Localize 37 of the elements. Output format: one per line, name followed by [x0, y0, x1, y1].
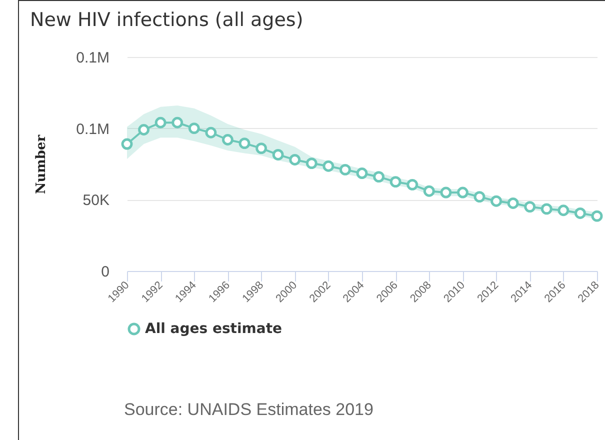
point — [339, 164, 351, 176]
legend-label: All ages estimate — [145, 321, 282, 337]
point — [154, 116, 166, 128]
point — [121, 138, 133, 150]
point — [440, 186, 452, 198]
chart-title: New HIV infections (all ages) — [30, 9, 304, 31]
point — [507, 198, 519, 209]
point — [238, 138, 250, 150]
point — [138, 124, 150, 136]
y-axis-title: Number — [34, 134, 50, 194]
point — [474, 191, 486, 203]
point — [456, 186, 468, 198]
point — [524, 201, 536, 213]
point — [322, 160, 334, 172]
point — [490, 195, 502, 207]
point — [272, 149, 284, 160]
point — [558, 204, 570, 216]
y-tick-label: 0 — [101, 264, 110, 280]
point — [205, 126, 217, 138]
source-note: Source: UNAIDS Estimates 2019 — [124, 400, 374, 420]
point — [172, 116, 184, 128]
point — [188, 122, 200, 134]
point — [356, 168, 368, 179]
point — [306, 158, 318, 169]
y-tick-label: 0.1M — [76, 50, 110, 66]
point — [574, 208, 586, 219]
point — [373, 171, 385, 183]
y-tick-label: 0.1M — [76, 120, 110, 138]
point — [256, 142, 268, 154]
point — [540, 203, 552, 215]
point — [406, 178, 418, 190]
point — [423, 185, 435, 197]
point — [390, 176, 402, 188]
y-tick-label: 50K — [82, 192, 110, 210]
point — [591, 210, 603, 222]
point — [222, 134, 234, 146]
point — [289, 154, 301, 166]
